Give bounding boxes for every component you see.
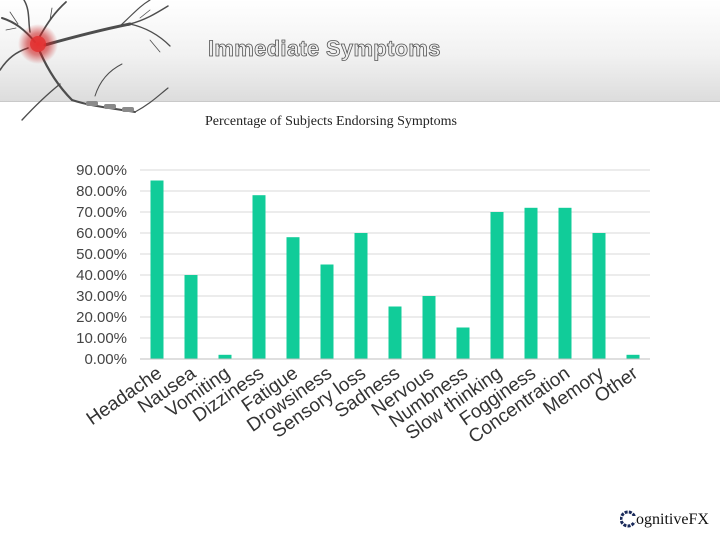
- bar-drowsiness: [320, 264, 334, 359]
- bar-slow-thinking: [490, 212, 504, 359]
- header-divider: [0, 101, 720, 102]
- slide-title: Immediate Symptoms: [208, 36, 441, 62]
- bar-sadness: [388, 306, 402, 359]
- y-tick-label: 70.00%: [76, 204, 127, 221]
- x-axis-tick-labels: HeadacheNauseaVomitingDizzinessFatigueDr…: [83, 363, 643, 448]
- y-tick-label: 0.00%: [84, 351, 127, 368]
- bar-headache: [150, 180, 164, 359]
- y-tick-label: 20.00%: [76, 309, 127, 326]
- bar-other: [626, 354, 640, 359]
- bar-nausea: [184, 275, 198, 359]
- logo-text: ognitiveFX: [636, 511, 709, 528]
- bar-dizziness: [252, 195, 266, 359]
- bar-numbness: [456, 327, 470, 359]
- neuron-illustration-icon: [0, 0, 171, 121]
- y-tick-label: 10.00%: [76, 330, 127, 347]
- y-tick-label: 50.00%: [76, 246, 127, 263]
- bar-chart: 0.00% 10.00% 20.00% 30.00% 40.00% 50.00% 60.00…: [76, 162, 650, 448]
- cognitivefx-logo: ognitiveFX: [620, 510, 709, 529]
- bar-sensory-loss: [354, 233, 368, 359]
- bar-concentration: [558, 207, 572, 359]
- bar-nervous: [422, 296, 436, 359]
- y-tick-label: 90.00%: [76, 162, 127, 179]
- y-tick-label: 80.00%: [76, 183, 127, 200]
- y-tick-label: 30.00%: [76, 288, 127, 305]
- bar-fatigue: [286, 237, 300, 359]
- bar-vomiting: [218, 354, 232, 359]
- bar-fogginess: [524, 207, 538, 359]
- y-tick-label: 60.00%: [76, 225, 127, 242]
- y-axis-tick-labels: 0.00% 10.00% 20.00% 30.00% 40.00% 50.00% 60.00…: [76, 162, 127, 368]
- bars: [150, 180, 640, 359]
- chart-subtitle: Percentage of Subjects Endorsing Symptom…: [205, 114, 457, 129]
- header-band: [0, 0, 720, 102]
- gear-c-icon: [620, 510, 636, 528]
- y-tick-label: 40.00%: [76, 267, 127, 284]
- bar-memory: [592, 233, 606, 359]
